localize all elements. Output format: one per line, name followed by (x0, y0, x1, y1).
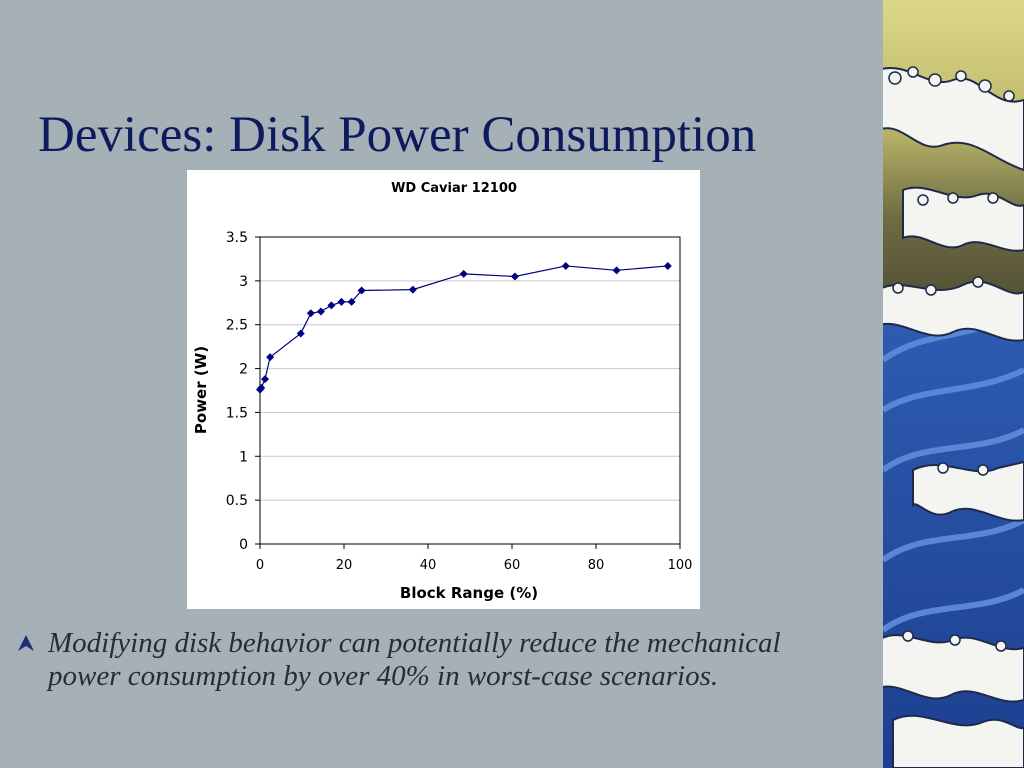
data-point (306, 309, 315, 318)
chart-panel: WD Caviar 12100 0 0.5 1 1.5 2 2.5 3 3.5 0 20 40 60 8… (187, 170, 700, 609)
data-point (266, 353, 275, 362)
plot-area (259, 236, 681, 545)
series-power (256, 261, 672, 394)
x-tick-label: 80 (588, 558, 605, 573)
axes: 0 0.5 1 1.5 2 2.5 3 3.5 0 20 40 60 80 100 (226, 230, 693, 573)
data-point (296, 329, 305, 338)
data-point (357, 286, 366, 295)
data-point (663, 261, 672, 270)
y-tick-label: 0.5 (226, 493, 248, 509)
y-tick-label: 2.5 (226, 318, 248, 334)
data-point (337, 297, 346, 306)
data-point (408, 285, 417, 294)
data-point (612, 266, 621, 275)
x-tick-label: 60 (504, 558, 521, 573)
y-tick-label: 2 (239, 362, 248, 378)
data-point (257, 383, 266, 392)
series-line (259, 265, 668, 390)
great-wave-decoration (883, 0, 1024, 768)
slide-title: Devices: Disk Power Consumption (38, 107, 757, 163)
gridlines (260, 280, 680, 501)
y-tick-label: 0 (239, 537, 248, 553)
data-point (327, 301, 336, 310)
data-point (459, 269, 468, 278)
data-point (261, 375, 270, 384)
data-point (510, 272, 519, 281)
x-axis-label: Block Range (%) (400, 584, 538, 602)
power-chart: WD Caviar 12100 0 0.5 1 1.5 2 2.5 3 3.5 0 20 40 60 8… (192, 181, 693, 602)
x-tick-label: 100 (668, 558, 693, 573)
x-tick-label: 20 (336, 558, 353, 573)
data-point (561, 261, 570, 270)
bullet-text: Modifying disk behavior can potentially … (48, 627, 781, 692)
x-tick-label: 40 (420, 558, 437, 573)
y-axis-label: Power (W) (192, 346, 210, 434)
triangle-bullet-icon (18, 635, 34, 651)
y-tick-label: 3 (239, 274, 248, 290)
chart-title: WD Caviar 12100 (391, 181, 517, 196)
y-tick-label: 1 (239, 449, 248, 465)
y-tick-label: 1.5 (226, 405, 248, 421)
data-point (347, 297, 356, 306)
x-tick-label: 0 (256, 558, 264, 573)
data-point (316, 307, 325, 316)
y-tick-label: 3.5 (226, 230, 248, 246)
